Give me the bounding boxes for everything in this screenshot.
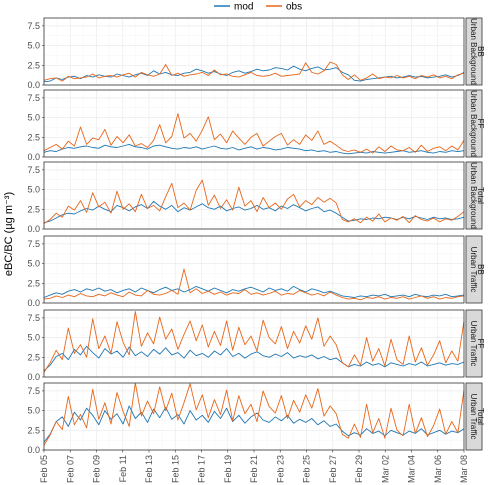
panel-border [43,235,465,304]
y-tick-label: 5.0 [27,113,40,123]
x-tick-label: Mar 06 [433,455,443,483]
facet-site-label: Urban Background [469,18,478,85]
y-tick-label: 2.5 [27,278,40,288]
facet-strip [465,89,483,158]
y-tick-label: 0.0 [27,298,40,308]
panel-border [43,161,465,230]
y-tick-label: 7.5 [27,313,40,323]
facet-strip [465,161,483,230]
x-tick-label: Feb 11 [118,455,128,482]
facet-strip [465,309,483,378]
x-tick-label: Feb 13 [144,455,154,483]
y-tick-label: 2.5 [27,425,40,435]
y-tick-label: 7.5 [27,21,40,31]
series-line-obs [43,268,465,301]
series-line-obs [43,311,465,373]
x-tick-label: Feb 05 [39,455,49,483]
x-tick-label: Feb 25 [302,455,312,483]
y-axis-label: eBC/BC (µg m⁻³) [3,192,15,276]
facet-strip [465,235,483,304]
panel-border [43,89,465,158]
y-tick-label: 0.0 [27,80,40,90]
y-tick-label: 5.0 [27,406,40,416]
y-tick-label: 0.0 [27,445,40,455]
y-tick-label: 2.5 [27,352,40,362]
panel-border [43,17,465,86]
y-tick-label: 2.5 [27,132,40,142]
y-tick-label: 0.0 [27,224,40,234]
x-axis: Feb 05 Feb 07 Feb 09 Feb 11 Feb 13 Feb 15 Feb … [39,450,469,483]
series-line-obs [43,382,465,446]
x-tick-label: Feb 23 [275,455,285,483]
y-tick-label: 5.0 [27,41,40,51]
facet-component-label: FF [476,119,485,129]
facet-site-label: Urban Traffic [469,394,478,440]
y-tick-label: 7.5 [27,386,40,396]
y-tick-label: 2.5 [27,204,40,214]
x-tick-label: Feb 29 [354,455,364,483]
facet-component-label: Total [476,408,485,425]
series-line-obs [43,179,465,224]
facet-site-label: Urban Background [469,162,478,229]
y-tick-label: 7.5 [27,165,40,175]
series-line-mod [43,405,465,443]
facet-site-label: Urban Traffic [469,321,478,367]
series-line-obs [43,113,465,154]
x-tick-label: Mar 08 [459,455,469,483]
legend-label-obs: obs [286,2,302,13]
series-line-mod [43,345,465,372]
x-tick-label: Feb 19 [223,455,233,483]
y-tick-label: 0.0 [27,152,40,162]
facet-strip [465,17,483,86]
series-line-mod [43,285,465,298]
facet-site-label: Urban Traffic [469,247,478,293]
legend: mod obs [214,2,302,13]
y-tick-label: 7.5 [27,93,40,103]
y-tick-label: 0.0 [27,372,40,382]
facet-strip [465,382,483,451]
x-tick-label: Feb 27 [328,455,338,483]
facet-component-label: FF [476,339,485,349]
facet-site-label: Urban Background [469,90,478,157]
y-tick-label: 5.0 [27,259,40,269]
facet-component-label: Total [476,187,485,204]
y-tick-label: 2.5 [27,60,40,70]
facet-component-label: BB [476,46,485,57]
legend-label-mod: mod [234,2,253,13]
panels: 0.02.55.07.5 Urban BackgroundBB0.02.55.07… [27,17,485,455]
x-tick-label: Feb 09 [92,455,102,483]
x-tick-label: Feb 17 [197,455,207,483]
x-tick-label: Feb 15 [170,455,180,483]
x-tick-label: Feb 21 [249,455,259,483]
x-tick-label: Feb 07 [65,455,75,483]
facet-component-label: BB [476,264,485,275]
y-tick-label: 5.0 [27,333,40,343]
series-line-obs [43,61,465,82]
y-tick-label: 7.5 [27,239,40,249]
x-tick-label: Mar 02 [380,455,390,483]
x-tick-label: Mar 04 [407,455,417,483]
y-tick-label: 5.0 [27,185,40,195]
panel-border [43,309,465,378]
series-line-mod [43,143,465,155]
